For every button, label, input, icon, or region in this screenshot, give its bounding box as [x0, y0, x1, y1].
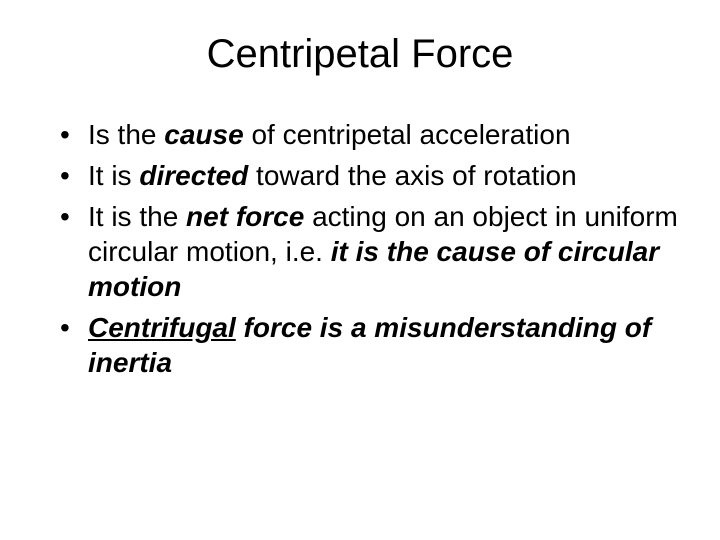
- list-item: It is directed toward the axis of rotati…: [60, 158, 680, 193]
- text: It is the: [88, 201, 186, 232]
- list-item: Centrifugal force is a misunderstanding …: [60, 310, 680, 380]
- text: toward the axis of rotation: [248, 160, 576, 191]
- slide-title: Centripetal Force: [40, 32, 680, 77]
- bullet-list: Is the cause of centripetal acceleration…: [60, 117, 680, 380]
- emphasis-underline: Centrifugal: [88, 312, 236, 343]
- emphasis: directed: [139, 160, 248, 191]
- list-item: Is the cause of centripetal acceleration: [60, 117, 680, 152]
- emphasis: cause: [164, 119, 243, 150]
- emphasis: net force: [186, 201, 304, 232]
- list-item: It is the net force acting on an object …: [60, 199, 680, 304]
- text: It is: [88, 160, 139, 191]
- text: of centripetal acceleration: [244, 119, 571, 150]
- text: Is the: [88, 119, 164, 150]
- slide: Centripetal Force Is the cause of centri…: [0, 0, 720, 540]
